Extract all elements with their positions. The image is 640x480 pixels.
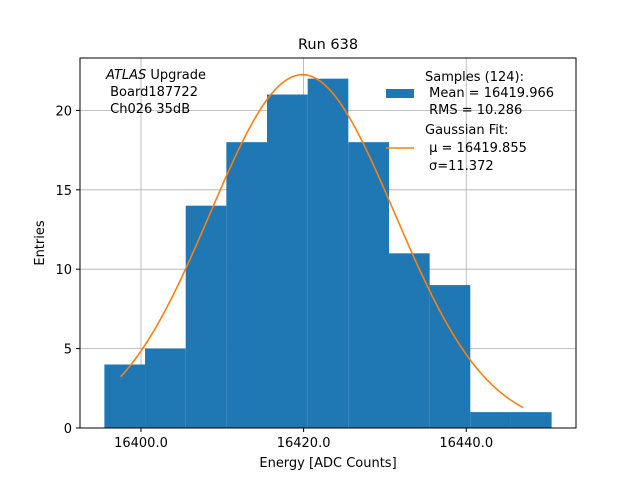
upgrade-label: Upgrade: [146, 68, 206, 83]
y-tick-label: 10: [55, 263, 72, 278]
gaussian-fit-line: [120, 73, 524, 409]
histogram-bar: [348, 142, 389, 428]
histogram-bar: [185, 205, 227, 428]
x-axis-label: Energy [ADC Counts]: [259, 456, 396, 471]
y-tick-label: 5: [64, 343, 72, 358]
chart-title: Run 638: [298, 37, 358, 53]
annotation-line-2: Board187722: [106, 85, 198, 100]
x-tick-label: 16420.0: [277, 436, 331, 451]
atlas-label: ATLAS: [105, 68, 146, 83]
histogram-bar: [429, 285, 471, 428]
legend-hist-swatch: [386, 89, 414, 98]
legend-fit-line-1: Gaussian Fit:: [425, 123, 508, 138]
histogram-bar: [470, 412, 511, 428]
x-tick-label: 16440.0: [439, 436, 493, 451]
legend-hist-line-3: RMS = 10.286: [425, 103, 522, 118]
histogram-bar: [267, 94, 308, 428]
legend-hist-line-1: Samples (124):: [425, 70, 524, 85]
y-tick-label: 0: [64, 422, 72, 437]
x-tick-label: 16400.0: [114, 436, 168, 451]
legend: Samples (124): Mean = 16419.966 RMS = 10…: [386, 70, 554, 174]
histogram-bar: [388, 253, 430, 428]
histogram-bars: [104, 78, 552, 429]
legend-fit-line-3: σ=11.372: [429, 159, 494, 174]
legend-hist-line-2: Mean = 16419.966: [425, 86, 554, 101]
plot-frame: [79, 57, 577, 429]
annotation-line-1: ATLAS Upgrade: [105, 68, 206, 83]
gaussian-fit: [120, 73, 524, 409]
histogram-bar: [104, 364, 146, 428]
histogram-bar: [307, 78, 349, 429]
y-tick-label: 15: [55, 184, 72, 199]
annotation-line-3: Ch026 35dB: [106, 102, 190, 117]
atlas-annotation: ATLAS Upgrade Board187722 Ch026 35dB: [105, 68, 206, 117]
histogram-bar: [226, 142, 268, 428]
y-axis-label: Entries: [33, 220, 48, 266]
legend-fit-line-2: μ = 16419.855: [425, 141, 527, 156]
y-tick-label: 20: [55, 104, 72, 119]
histogram-bar: [510, 412, 552, 428]
histogram-bar: [145, 348, 186, 428]
axis-ticks: 16400.0 16420.0 16440.0 0 5 10 15 20: [55, 104, 493, 451]
